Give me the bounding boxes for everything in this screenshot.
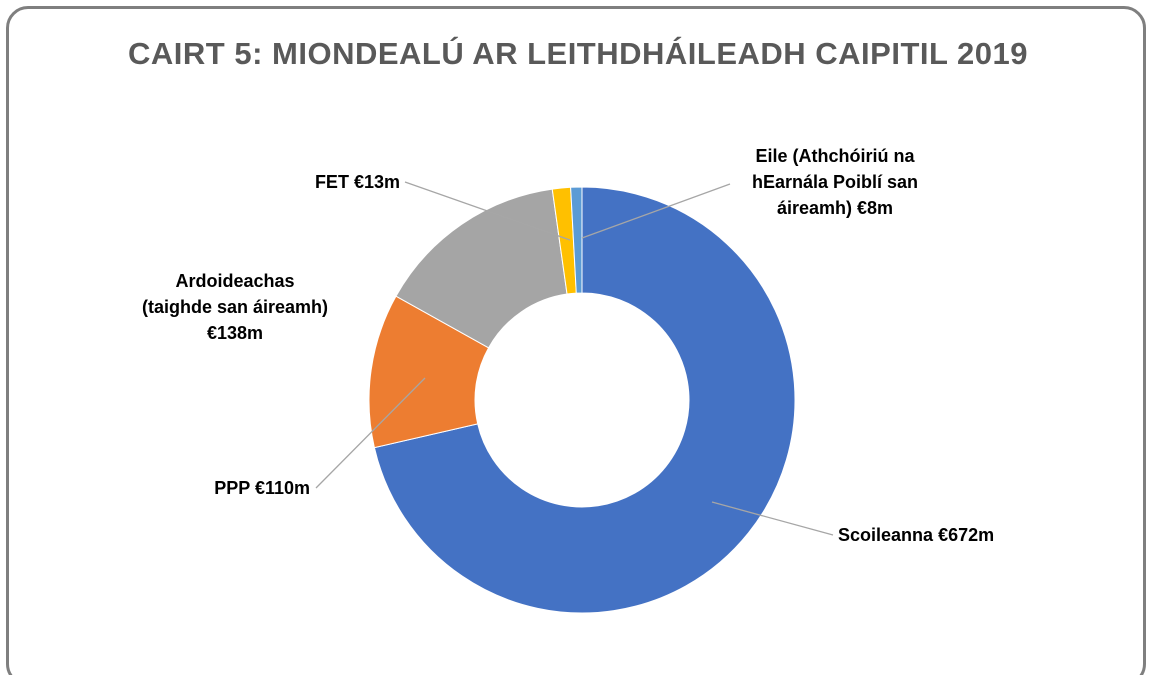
category-label: Eile (Athchóiriú na hEarnála Poiblí san … — [751, 146, 919, 218]
donut-slice — [373, 186, 796, 614]
data-label: PPP €110m — [140, 475, 310, 501]
leader-line — [581, 183, 731, 239]
chart-frame — [6, 6, 1146, 675]
data-label: Scoileanna €672m — [838, 522, 1098, 548]
value-label: €8m — [857, 198, 894, 218]
value-label: €110m — [254, 478, 310, 498]
donut-slice — [570, 186, 583, 294]
leader-line — [315, 377, 426, 489]
leader-line — [711, 501, 834, 536]
value-label: €138m — [206, 323, 264, 343]
value-label: €672m — [938, 525, 995, 545]
leader-line — [404, 181, 571, 241]
category-label: PPP — [214, 478, 250, 498]
data-label: Eile (Athchóiriú na hEarnála Poiblí san … — [725, 143, 945, 221]
data-label: Ardoideachas (taighde san áireamh) €138m — [140, 268, 330, 346]
data-label: FET €13m — [250, 169, 400, 195]
category-label: FET — [314, 172, 349, 192]
donut-slice — [395, 188, 568, 349]
value-label: €13m — [353, 172, 400, 192]
category-label: Ardoideachas (taighde san áireamh) — [141, 271, 329, 317]
category-label: Scoileanna — [838, 525, 934, 545]
chart-title: CAIRT 5: MIONDEALÚ AR LEITHDHÁILEADH CAI… — [128, 36, 1028, 71]
